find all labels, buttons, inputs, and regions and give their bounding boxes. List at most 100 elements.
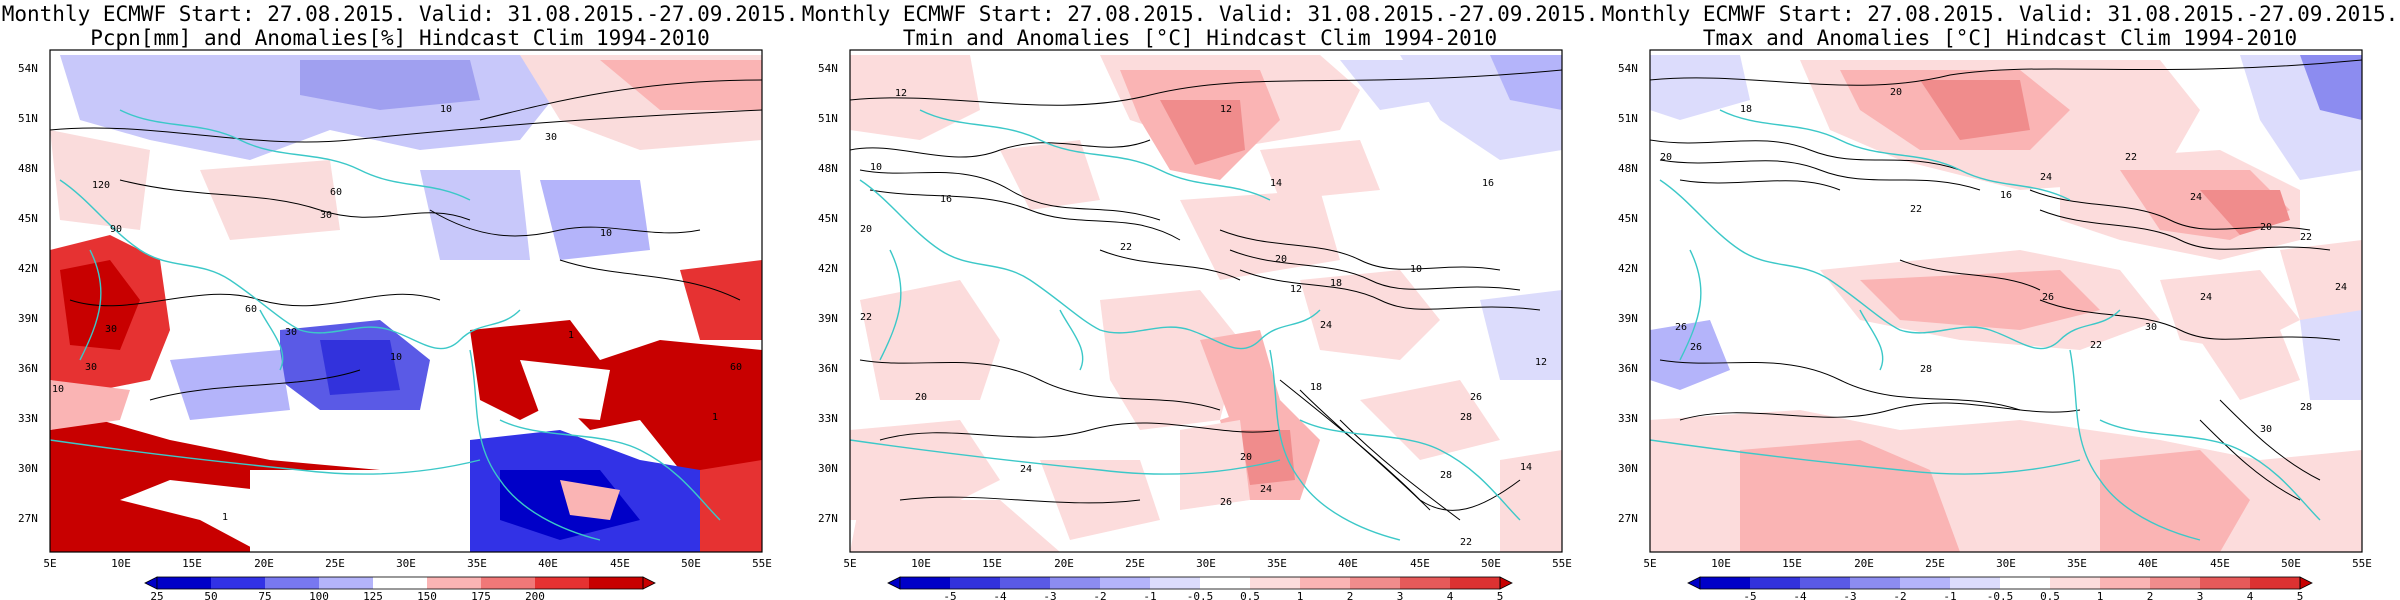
anomaly-field (850, 50, 1562, 552)
lon-label: 20E (254, 557, 274, 570)
lat-label: 36N (818, 362, 838, 375)
contour-label: 10 (440, 104, 452, 115)
lon-label: 40E (538, 557, 558, 570)
colorbar-label: 100 (309, 590, 329, 600)
colorbar-label: -4 (993, 590, 1007, 600)
contour-label: 20 (2260, 222, 2272, 233)
lat-label: 33N (1618, 412, 1638, 425)
contour-label: 22 (1120, 242, 1132, 253)
contour-label: 60 (245, 304, 257, 315)
contour-label: 24 (2200, 292, 2212, 303)
lon-label: 15E (1782, 557, 1802, 570)
contour-label: 30 (545, 132, 557, 143)
colorbar-label: 2 (1347, 590, 1354, 600)
lon-label: 10E (1711, 557, 1731, 570)
lon-label: 10E (111, 557, 131, 570)
contour-label: 60 (730, 362, 742, 373)
lon-label: 30E (1996, 557, 2016, 570)
panel-title: Monthly ECMWF Start: 27.08.2015. Valid: … (801, 2, 1599, 26)
contour-label: 20 (1890, 87, 1902, 98)
lat-label: 51N (18, 112, 38, 125)
colorbar-label: 50 (204, 590, 217, 600)
colorbar-label: 1 (1297, 590, 1304, 600)
lon-axis: 5E 10E 15E 20E 25E 30E 35E 40E 45E 50E 5… (843, 557, 1572, 570)
lon-label: 45E (1410, 557, 1430, 570)
lon-label: 55E (752, 557, 772, 570)
contour-label: 26 (1220, 497, 1232, 508)
colorbar-label: 75 (258, 590, 271, 600)
contour-label: 26 (1690, 342, 1702, 353)
colorbar (144, 576, 656, 590)
contour-label: 12 (1220, 104, 1232, 115)
lon-label: 35E (467, 557, 487, 570)
lat-label: 30N (1618, 462, 1638, 475)
lat-axis: 54N 51N 48N 45N 42N 39N 36N 33N 30N 27N (18, 62, 38, 525)
contour-label: 1 (222, 512, 228, 523)
colorbar-labels: -5 -4 -3 -2 -1 -0.5 0.5 1 2 3 4 5 (943, 590, 1503, 600)
lat-label: 45N (818, 212, 838, 225)
lon-label: 10E (911, 557, 931, 570)
colorbar-label: 125 (363, 590, 383, 600)
contour-label: 10 (870, 162, 882, 173)
lat-label: 27N (818, 512, 838, 525)
lat-axis: 54N 51N 48N 45N 42N 39N 36N 33N 30N 27N (1618, 62, 1638, 525)
panel-subtitle: Pcpn[mm] and Anomalies[%] Hindcast Clim … (90, 26, 710, 50)
tmax-map: 54N 51N 48N 45N 42N 39N 36N 33N 30N 27N … (1618, 49, 2372, 600)
panel-title: Monthly ECMWF Start: 27.08.2015. Valid: … (1601, 2, 2399, 26)
lat-label: 48N (1618, 162, 1638, 175)
colorbar-label: -4 (1793, 590, 1807, 600)
lon-label: 25E (1125, 557, 1145, 570)
colorbar-label: -3 (1043, 590, 1056, 600)
contour-label: 30 (105, 324, 117, 335)
lon-label: 20E (1854, 557, 1874, 570)
contour-label: 10 (390, 352, 402, 363)
contour-label: 30 (285, 327, 297, 338)
contour-label: 20 (915, 392, 927, 403)
lon-label: 45E (2210, 557, 2230, 570)
coastlines (850, 109, 1521, 541)
contour-label: 90 (110, 224, 122, 235)
contour-label: 10 (1410, 264, 1422, 275)
lon-label: 40E (2138, 557, 2158, 570)
contour-label: 28 (1460, 412, 1472, 423)
lat-label: 54N (1618, 62, 1638, 75)
lon-label: 15E (182, 557, 202, 570)
lat-label: 45N (1618, 212, 1638, 225)
lon-label: 20E (1054, 557, 1074, 570)
contour-label: 24 (1320, 320, 1332, 331)
lat-label: 42N (818, 262, 838, 275)
lat-label: 51N (1618, 112, 1638, 125)
contour-label: 22 (2300, 232, 2312, 243)
lon-label: 50E (1481, 557, 1501, 570)
colorbar-label: 2 (2147, 590, 2154, 600)
lat-label: 45N (18, 212, 38, 225)
contour-label: 16 (2000, 190, 2012, 201)
lon-label: 5E (843, 557, 856, 570)
contour-label: 10 (52, 384, 64, 395)
colorbar-label: -2 (1093, 590, 1106, 600)
contour-label: 20 (1240, 452, 1252, 463)
contour-label: 120 (92, 180, 110, 191)
lat-label: 27N (18, 512, 38, 525)
lon-axis: 5E 10E 15E 20E 25E 30E 35E 40E 45E 50E 5… (43, 557, 772, 570)
colorbar-label: -0.5 (1187, 590, 1214, 600)
contour-label: 12 (1535, 357, 1547, 368)
colorbar-label: 0.5 (1240, 590, 1260, 600)
lon-label: 25E (325, 557, 345, 570)
panel-title: Monthly ECMWF Start: 27.08.2015. Valid: … (1, 2, 799, 26)
colorbar-label: 200 (525, 590, 545, 600)
contour-label: 1 (568, 330, 574, 341)
colorbar-label: 5 (1497, 590, 1504, 600)
tmin-map: 54N 51N 48N 45N 42N 39N 36N 33N 30N 27N … (818, 49, 1572, 600)
lon-axis: 5E 10E 15E 20E 25E 30E 35E 40E 45E 50E 5… (1643, 557, 2372, 570)
contour-label: 30 (2260, 424, 2272, 435)
lat-label: 30N (818, 462, 838, 475)
colorbar-label: 175 (471, 590, 491, 600)
lat-label: 27N (1618, 512, 1638, 525)
lon-label: 50E (2281, 557, 2301, 570)
lon-label: 35E (1267, 557, 1287, 570)
contour-label: 22 (2090, 340, 2102, 351)
coastlines (1650, 109, 2321, 541)
lon-label: 35E (2067, 557, 2087, 570)
contour-label: 24 (1260, 484, 1272, 495)
